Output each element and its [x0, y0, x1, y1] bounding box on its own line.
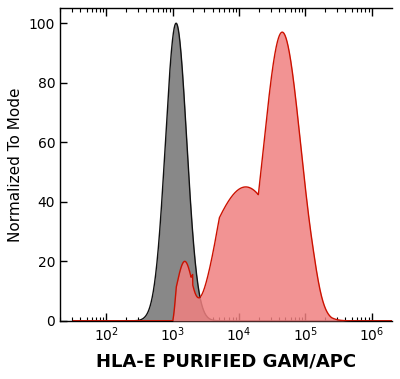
- Y-axis label: Normalized To Mode: Normalized To Mode: [8, 87, 23, 242]
- X-axis label: HLA-E PURIFIED GAM/APC: HLA-E PURIFIED GAM/APC: [96, 353, 356, 371]
